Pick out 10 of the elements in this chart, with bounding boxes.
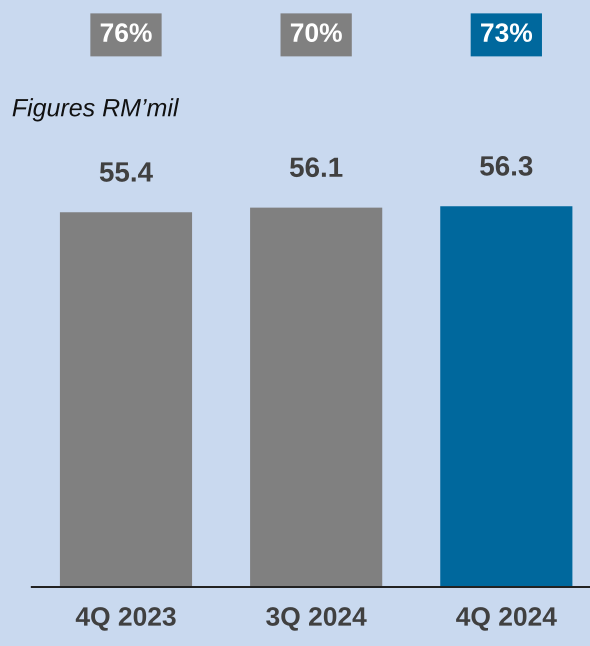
x-tick-label: 4Q 2024	[456, 607, 557, 631]
data-label: 56.1	[290, 157, 342, 178]
text: 73%	[481, 23, 532, 42]
chart-subtitle: Figures RM’mil	[12, 98, 180, 122]
text: 76%	[100, 23, 152, 42]
x-tick-label: 3Q 2024	[266, 607, 367, 631]
data-label: 56.3	[480, 156, 532, 176]
text: 70%	[290, 23, 342, 42]
x-tick-label: 4Q 2023	[76, 607, 176, 631]
data-label: 55.4	[100, 162, 153, 182]
